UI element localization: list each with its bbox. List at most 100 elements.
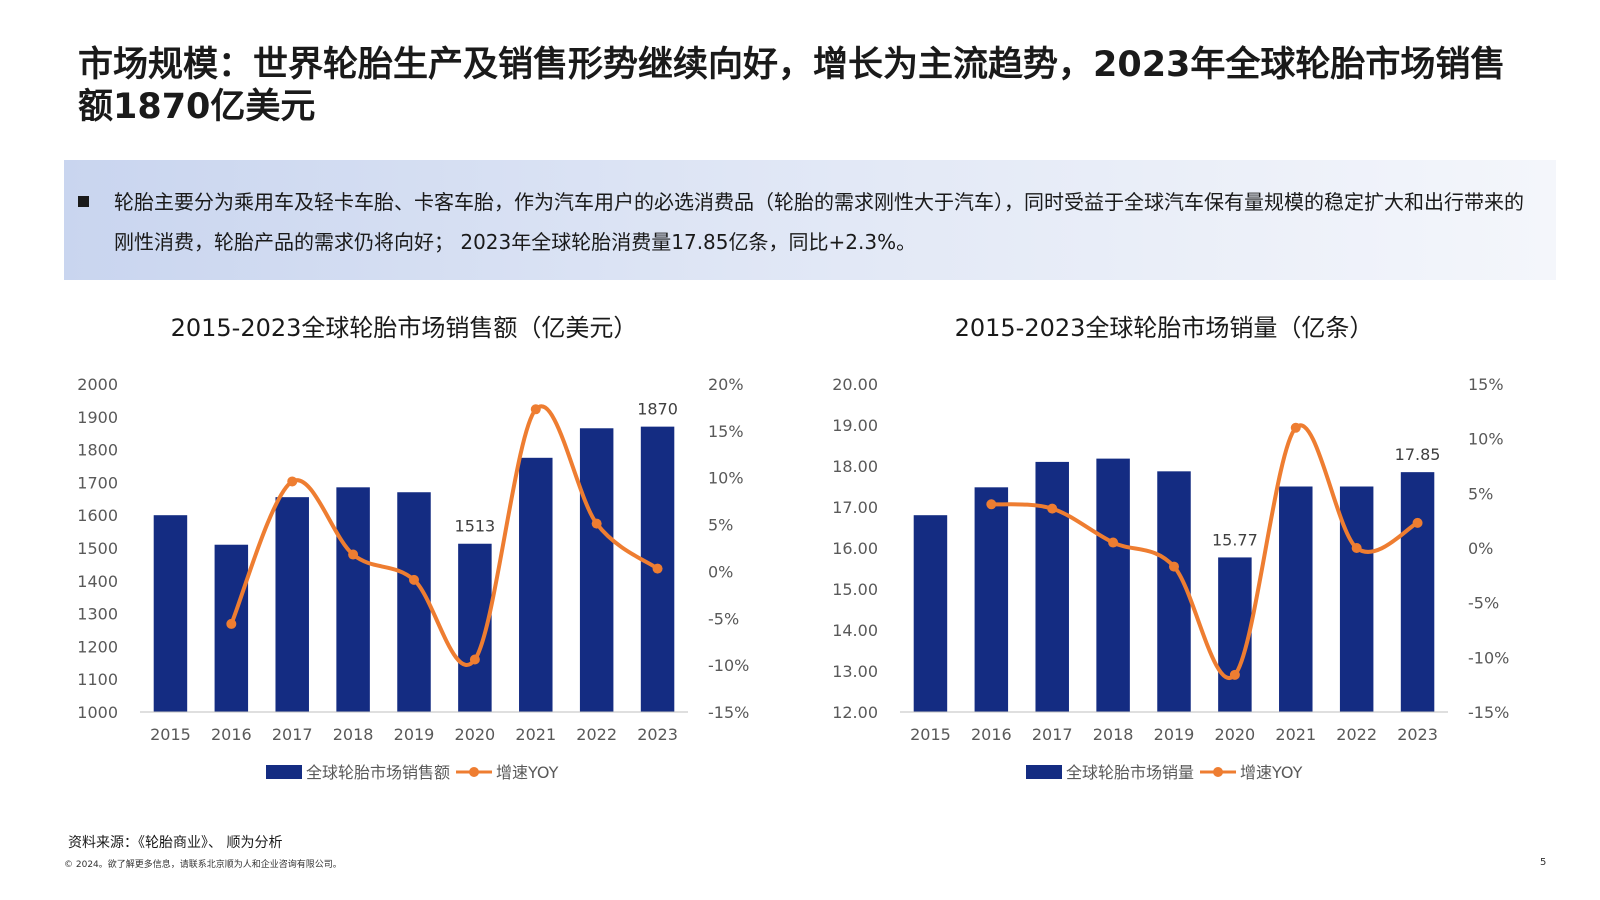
volume-y-left-tick: 16.00 — [832, 539, 878, 558]
revenue-x-tick-2015: 2015 — [150, 725, 191, 744]
volume-yoy-point-2016 — [986, 499, 997, 510]
revenue-bar-2019 — [397, 492, 431, 712]
volume-x-tick-2021: 2021 — [1275, 725, 1316, 744]
volume-y-left-tick: 15.00 — [832, 580, 878, 599]
revenue-yoy-point-2023 — [652, 563, 663, 574]
volume-y-right-tick: -5% — [1468, 594, 1499, 613]
revenue-y-left-tick: 1100 — [77, 670, 118, 689]
volume-x-tick-2023: 2023 — [1397, 725, 1438, 744]
revenue-y-right-tick: -15% — [708, 703, 749, 722]
revenue-x-tick-2019: 2019 — [394, 725, 435, 744]
revenue-y-right-tick: 0% — [708, 562, 733, 581]
page-number: 5 — [1540, 857, 1547, 868]
volume-chart-title: 2015-2023全球轮胎市场销量（亿条） — [955, 314, 1374, 342]
volume-y-left-tick: 20.00 — [832, 375, 878, 394]
sales-volume-chart-svg: 2015-2023全球轮胎市场销量（亿条） 12.00 13.00 14.00 15.0… — [832, 314, 1509, 782]
revenue-data-label-2020: 1513 — [455, 517, 496, 536]
revenue-y-right-tick: -10% — [708, 656, 749, 675]
volume-legend-line-label: 增速YOY — [1240, 763, 1303, 782]
revenue-y-left-tick: 1500 — [77, 539, 118, 558]
revenue-y-right-tick: 20% — [708, 375, 744, 394]
volume-legend-line-marker — [1213, 767, 1224, 777]
revenue-legend-bar-swatch — [266, 765, 302, 779]
revenue-yoy-point-2016 — [226, 618, 237, 629]
revenue-yoy-point-2021 — [530, 404, 541, 415]
volume-yoy-point-2021 — [1290, 422, 1301, 433]
revenue-x-tick-2022: 2022 — [576, 725, 617, 744]
volume-yoy-point-2022 — [1351, 543, 1362, 553]
volume-y-left-tick: 18.00 — [832, 457, 878, 476]
revenue-yoy-point-2022 — [591, 518, 602, 529]
volume-x-tick-2019: 2019 — [1154, 725, 1195, 744]
sales-revenue-chart: 2015-2023全球轮胎市场销售额（亿美元） 1000 1100 1200 1300 1… — [40, 300, 780, 820]
revenue-y-left-tick: 1700 — [77, 473, 118, 492]
summary-text: 轮胎主要分为乘用车及轻卡车胎、卡客车胎，作为汽车用户的必选消费品（轮胎的需求刚性… — [114, 190, 1524, 254]
revenue-bar-2017 — [275, 497, 309, 712]
volume-y-left-tick: 19.00 — [832, 416, 878, 435]
revenue-bar-2021 — [519, 457, 553, 712]
volume-y-right-tick: -10% — [1468, 648, 1509, 667]
copyright-note: © 2024。欲了解更多信息，请联系北京顺为人和企业咨询有限公司。 — [64, 860, 342, 870]
volume-yoy-point-2020 — [1229, 669, 1240, 680]
revenue-x-tick-2021: 2021 — [515, 725, 556, 744]
volume-y-left-tick: 13.00 — [832, 662, 878, 681]
revenue-bar-2015 — [153, 515, 188, 712]
volume-y-right-tick: 5% — [1468, 484, 1493, 503]
sales-volume-chart: 2015-2023全球轮胎市场销量（亿条） 12.00 13.00 14.00 15.0… — [800, 300, 1540, 820]
volume-yoy-point-2019 — [1169, 561, 1179, 572]
revenue-y-left-tick: 1400 — [77, 572, 118, 591]
revenue-y-left-tick: 1300 — [77, 605, 118, 624]
volume-yoy-point-2017 — [1047, 503, 1058, 514]
volume-y-left-tick: 12.00 — [832, 703, 878, 722]
revenue-x-tick-2020: 2020 — [455, 725, 496, 744]
revenue-bar-2022 — [579, 428, 614, 712]
sales-revenue-chart-svg: 2015-2023全球轮胎市场销售额（亿美元） 1000 1100 1200 1300 1… — [77, 314, 749, 782]
volume-x-tick-2022: 2022 — [1336, 725, 1377, 744]
volume-bar-2018 — [1096, 458, 1130, 712]
revenue-x-tick-2018: 2018 — [333, 725, 374, 744]
page-title: 市场规模：世界轮胎生产及销售形势继续向好，增长为主流趋势，2023年全球轮胎市场… — [78, 45, 1506, 127]
revenue-y-right-tick: 10% — [708, 469, 744, 488]
revenue-y-left-tick: 1900 — [77, 408, 118, 427]
revenue-yoy-point-2020 — [469, 654, 480, 665]
volume-yoy-point-2018 — [1108, 537, 1119, 548]
volume-y-right-tick: 15% — [1468, 375, 1504, 394]
revenue-x-tick-2017: 2017 — [272, 725, 313, 744]
revenue-y-right-tick: 15% — [708, 422, 744, 441]
revenue-y-left-tick: 2000 — [77, 375, 118, 394]
volume-x-tick-2017: 2017 — [1032, 725, 1073, 744]
revenue-legend-line-marker — [469, 767, 480, 777]
revenue-y-left-tick: 1200 — [77, 637, 118, 656]
revenue-y-left-tick: 1600 — [77, 506, 118, 525]
volume-y-left-tick: 14.00 — [832, 621, 878, 640]
volume-x-tick-2015: 2015 — [910, 725, 951, 744]
revenue-chart-title: 2015-2023全球轮胎市场销售额（亿美元） — [171, 314, 638, 342]
revenue-y-right-tick: 5% — [708, 516, 733, 535]
volume-bar-2021 — [1279, 486, 1313, 712]
revenue-y-left-tick: 1000 — [77, 703, 118, 722]
volume-bar-2022 — [1339, 486, 1374, 712]
volume-bar-2016 — [974, 487, 1009, 712]
volume-bar-2017 — [1035, 461, 1069, 712]
revenue-y-right-tick: -5% — [708, 609, 739, 628]
volume-bar-2020 — [1218, 557, 1252, 712]
volume-y-right-tick: -15% — [1468, 703, 1509, 722]
volume-x-tick-2020: 2020 — [1215, 725, 1256, 744]
volume-legend-bar-swatch — [1026, 765, 1062, 779]
volume-data-label-2023: 17.85 — [1395, 445, 1441, 464]
bullet-square-icon — [78, 196, 89, 207]
summary-banner: 轮胎主要分为乘用车及轻卡车胎、卡客车胎，作为汽车用户的必选消费品（轮胎的需求刚性… — [64, 160, 1556, 280]
volume-x-tick-2018: 2018 — [1093, 725, 1134, 744]
revenue-yoy-point-2017 — [287, 476, 298, 487]
volume-y-right-tick: 10% — [1468, 430, 1504, 449]
revenue-legend-bar-label: 全球轮胎市场销售额 — [306, 763, 450, 782]
revenue-yoy-point-2019 — [409, 574, 419, 585]
volume-x-tick-2016: 2016 — [971, 725, 1012, 744]
revenue-legend-line-label: 增速YOY — [496, 763, 559, 782]
revenue-yoy-point-2018 — [348, 549, 359, 560]
volume-bar-2023 — [1400, 472, 1435, 712]
revenue-bar-2018 — [336, 487, 370, 712]
revenue-x-tick-2023: 2023 — [637, 725, 678, 744]
volume-y-right-tick: 0% — [1468, 539, 1493, 558]
revenue-data-label-2023: 1870 — [637, 400, 678, 419]
